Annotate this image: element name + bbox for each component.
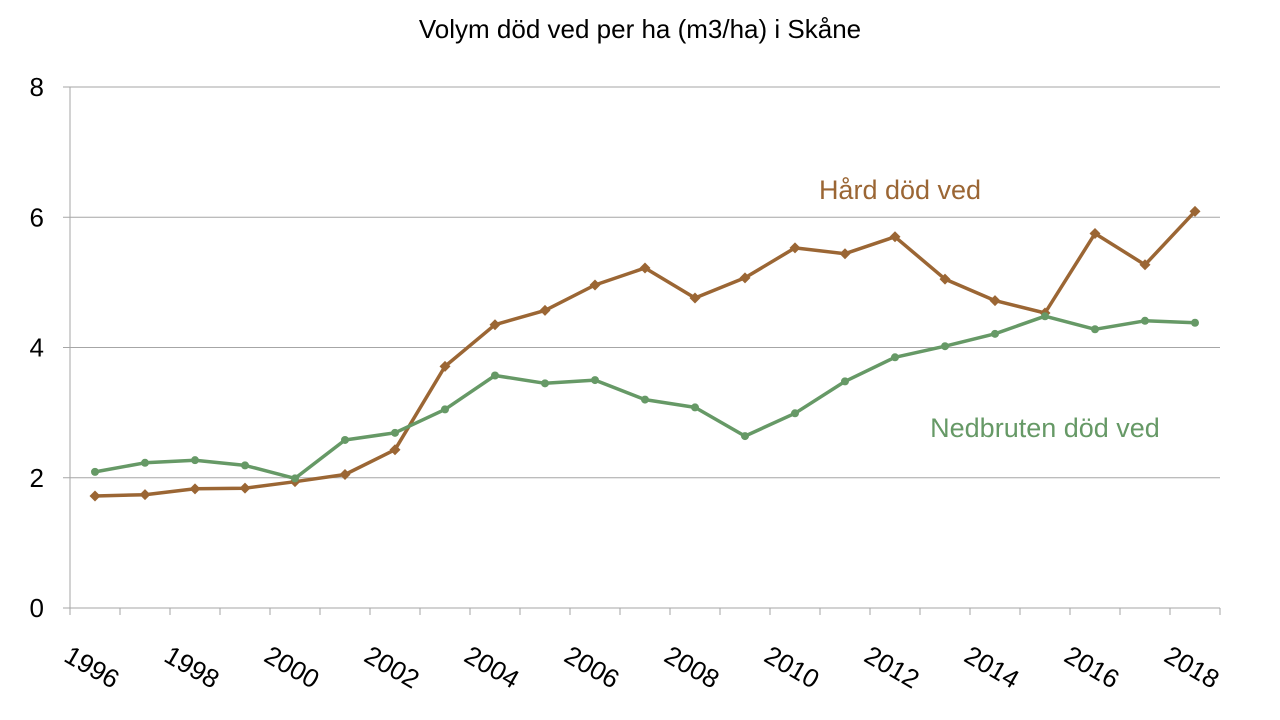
x-tick-label: 2010 [759,640,824,695]
y-tick-label: 4 [30,333,44,363]
data-point [889,231,901,243]
data-point [489,319,501,331]
data-point [141,458,149,467]
data-point [391,428,399,437]
x-tick-label: 2012 [859,640,924,695]
data-point [789,242,801,254]
data-point [1091,325,1099,334]
y-tick-label: 2 [30,463,44,493]
series-markers [89,205,1201,502]
chart-title: Volym död ved per ha (m3/ha) i Skåne [418,14,862,44]
series-label-hard: Hård död ved [819,175,981,205]
axes [63,86,1221,615]
data-point [1089,228,1101,240]
data-point [191,456,199,465]
data-point [491,371,499,380]
x-tick-label: 2006 [559,640,624,695]
data-point [439,360,451,372]
data-point [189,483,201,495]
data-point [691,403,699,412]
data-point [639,262,651,274]
data-point [91,467,99,476]
series-line-0 [93,209,1197,498]
data-point [841,377,849,386]
data-point [741,432,749,441]
data-point [591,376,599,385]
data-point [1189,205,1201,217]
x-tick-label: 2004 [459,640,524,695]
data-point [941,342,949,351]
data-point [1041,312,1049,321]
gridlines [70,86,1220,479]
data-point [839,248,851,260]
data-point [89,490,101,502]
x-tick-label: 2000 [259,640,324,695]
data-point [341,435,349,444]
x-tick-label: 1996 [59,640,124,695]
data-point [1139,259,1151,271]
data-point [339,468,351,480]
series-label-nedbruten: Nedbruten död ved [930,413,1160,443]
data-point [239,482,251,494]
data-point [139,489,151,501]
data-point [589,279,601,291]
data-point [791,409,799,418]
x-tick-label: 2002 [359,640,424,695]
x-tick-label: 2014 [959,640,1024,695]
data-point [389,444,401,456]
x-tick-label: 2008 [659,640,724,695]
data-point [291,474,299,483]
data-point [939,273,951,285]
data-point [241,461,249,470]
data-point [989,295,1001,307]
series-lines [93,209,1197,498]
y-tick-label: 0 [30,593,44,623]
x-tick-labels: 1996 1998 2000 2002 2004 2006 2008 2010 2012 2014… [59,640,1224,695]
y-tick-label: 6 [30,202,44,232]
data-point [689,292,701,304]
y-tick-label: 8 [30,72,44,102]
data-point [541,379,549,388]
data-point [641,395,649,404]
data-point [991,329,999,338]
data-point [739,272,751,284]
data-point [1141,316,1149,325]
y-tick-labels: 0 2 4 6 8 [30,72,44,623]
data-point [1191,318,1199,327]
data-point [539,304,551,316]
x-tick-label: 2016 [1059,640,1124,695]
x-tick-label: 2018 [1159,640,1224,695]
data-point [891,353,899,362]
x-tick-label: 1998 [159,640,224,695]
data-point [441,405,449,414]
